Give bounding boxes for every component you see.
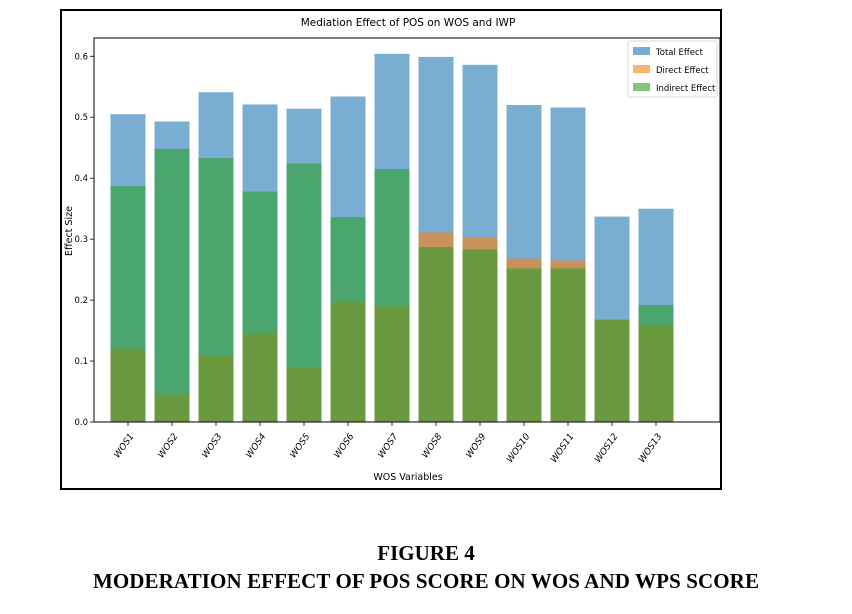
y-tick-label: 0.4: [74, 174, 88, 184]
bar-indirect-effect-wos4: [242, 191, 278, 422]
x-tick-label-wos4: WOS4: [245, 432, 269, 460]
chart-frame: Mediation Effect of POS on WOS and IWP 0…: [60, 9, 722, 490]
x-tick-label-wos9: WOS9: [465, 432, 489, 460]
bar-chart: Mediation Effect of POS on WOS and IWP 0…: [64, 17, 720, 483]
x-tick-label-wos13: WOS13: [637, 432, 664, 465]
x-tick-label-wos2: WOS2: [157, 432, 181, 460]
plot-area-border: [93, 37, 720, 423]
y-tick-label: 0.2: [74, 296, 88, 306]
bar-indirect-effect-wos10: [506, 268, 542, 422]
x-tick-label-wos11: WOS11: [549, 432, 576, 465]
legend-label-direct-effect: Direct Effect: [656, 66, 709, 76]
x-tick-label-wos12: WOS12: [593, 432, 620, 465]
legend-label-indirect-effect: Indirect Effect: [656, 84, 716, 94]
bar-indirect-effect-wos6: [330, 217, 366, 422]
legend-swatch-direct-effect: [633, 65, 650, 73]
legend-swatch-indirect-effect: [633, 83, 650, 91]
bar-indirect-effect-wos3: [198, 158, 234, 423]
y-axis-label: Effect Size: [64, 206, 75, 256]
x-axis-label: WOS Variables: [373, 472, 442, 483]
bar-indirect-effect-wos7: [374, 169, 410, 422]
x-tick-label-wos6: WOS6: [333, 432, 357, 460]
legend: Total Effect Direct Effect Indirect Effect: [627, 40, 718, 98]
figure-number: FIGURE 4: [377, 541, 475, 565]
y-tick-label: 0.6: [74, 52, 88, 62]
y-tick-label: 0.0: [74, 418, 88, 428]
x-tick-label-wos8: WOS8: [421, 432, 445, 460]
bar-indirect-effect-wos12: [594, 319, 630, 422]
x-tick-label-wos5: WOS5: [289, 432, 313, 460]
legend-swatch-total-effect: [633, 47, 650, 55]
y-tick-label: 0.1: [74, 357, 88, 367]
bar-indirect-effect-wos11: [550, 268, 586, 422]
y-axis: 0.0 0.1 0.2 0.3 0.4 0.5 0.6: [74, 52, 94, 428]
x-tick-label-wos10: WOS10: [505, 432, 532, 465]
bar-indirect-effect-wos9: [462, 249, 498, 422]
figure-caption: MODERATION EFFECT OF POS SCORE ON WOS AN…: [92, 569, 760, 593]
legend-box: [627, 40, 718, 98]
bar-indirect-effect-wos5: [286, 163, 322, 423]
y-tick-label: 0.5: [74, 113, 88, 123]
chart-title: Mediation Effect of POS on WOS and IWP: [301, 17, 516, 29]
legend-label-total-effect: Total Effect: [655, 48, 704, 58]
bar-indirect-effect-wos1: [110, 186, 146, 422]
y-tick-label: 0.3: [74, 235, 88, 245]
bar-indirect-effect-wos2: [154, 148, 190, 422]
x-tick-label-wos1: WOS1: [113, 432, 137, 460]
bars-group: [110, 53, 674, 423]
x-tick-label-wos3: WOS3: [201, 432, 225, 460]
bar-indirect-effect-wos13: [638, 304, 674, 422]
bar-indirect-effect-wos8: [418, 247, 454, 422]
x-axis: WOS1 WOS2 WOS3 WOS4 WOS5 WOS6 WOS7 WOS8 WOS9 WOS1…: [113, 422, 665, 465]
x-tick-label-wos7: WOS7: [377, 432, 401, 460]
